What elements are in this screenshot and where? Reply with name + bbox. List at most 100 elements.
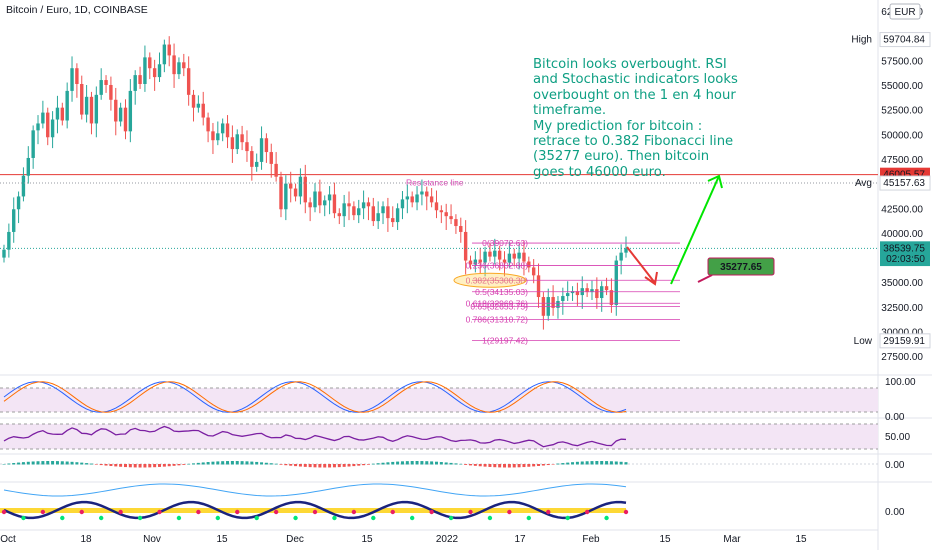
macd-bar <box>483 464 487 467</box>
candle-body <box>444 212 448 217</box>
candle-body <box>269 152 273 164</box>
y-tick-label: 30000.00 <box>881 328 923 339</box>
rsi-line <box>3 425 627 448</box>
macd-bar <box>571 462 575 465</box>
osc-dot <box>157 509 162 515</box>
macd-bar <box>381 462 385 465</box>
candle-body <box>162 44 167 65</box>
candle-body <box>531 267 536 276</box>
macd-bar <box>289 464 293 466</box>
candle-body <box>89 96 94 124</box>
macd-bar <box>619 461 623 465</box>
macd-bar <box>493 464 497 468</box>
candle-body <box>590 289 594 293</box>
osc-dot <box>371 515 376 521</box>
candle-body <box>366 202 371 207</box>
candle-body <box>604 286 609 291</box>
y-tick-label: 35000.00 <box>881 278 923 289</box>
candle-body <box>235 134 239 150</box>
price-tag-value: 38539.75 <box>883 243 925 254</box>
price-tag <box>880 241 930 256</box>
macd-bar <box>464 464 468 465</box>
macd-bar <box>459 463 463 465</box>
candle-body <box>493 250 497 257</box>
candle-body <box>400 199 405 209</box>
macd-bar <box>187 463 191 465</box>
currency-label: EUR <box>894 7 915 18</box>
macd-bar <box>99 464 103 466</box>
macd-bar <box>342 464 346 467</box>
macd-bar <box>318 464 322 468</box>
macd-bar <box>449 462 453 465</box>
candle-body <box>507 253 512 263</box>
candle-body <box>143 57 147 84</box>
macd-bar <box>172 464 176 466</box>
fib-level-label: 0.618(32969.76) <box>466 298 529 308</box>
x-tick-label: Mar <box>723 534 741 545</box>
macd-bar <box>405 461 409 465</box>
candle-body <box>429 196 434 203</box>
down-arrow-head <box>644 271 658 286</box>
candle-body <box>425 191 429 197</box>
macd-bar <box>51 461 55 465</box>
candle-body <box>483 251 487 263</box>
candle-body <box>454 219 458 227</box>
x-tick-label: 17 <box>514 534 526 545</box>
price-tag-value: 59704.84 <box>883 35 925 46</box>
macd-bar <box>575 461 579 465</box>
candle-body <box>12 209 16 232</box>
macd-bar <box>410 461 414 465</box>
candle-body <box>182 62 186 69</box>
macd-bar <box>527 464 531 467</box>
osc-dot <box>215 515 221 521</box>
osc-dot <box>584 509 590 515</box>
y-tick-label: 40000.00 <box>881 229 923 240</box>
x-tick-label: 15 <box>795 534 807 545</box>
price-tag-value: 29159.91 <box>883 336 925 347</box>
macd-bar <box>2 464 6 465</box>
macd-bar <box>522 464 526 468</box>
price-tag <box>880 252 930 267</box>
candle-body <box>240 134 244 143</box>
macd-bar <box>498 464 502 468</box>
resistance-label: Resistance line <box>406 178 464 188</box>
stoch-k-line <box>3 381 627 413</box>
candle-body <box>624 248 628 253</box>
stoch-d-line <box>3 381 627 413</box>
osc-yellow-band <box>0 508 626 513</box>
macd-bar <box>420 461 424 465</box>
candle-body <box>517 252 521 259</box>
rsi-level-50: 50.00 <box>885 432 910 443</box>
macd-bar <box>391 461 395 465</box>
macd-bar <box>119 464 123 467</box>
candle-body <box>342 203 346 217</box>
macd-bar <box>347 464 351 467</box>
candle-body <box>298 176 303 197</box>
osc-dot <box>98 515 104 521</box>
currency-badge <box>889 3 921 20</box>
macd-bar <box>85 463 89 465</box>
fib-level-label: 0.5(34135.03) <box>475 287 528 297</box>
candle-body <box>104 80 108 85</box>
price-tag-value: 02:03:50 <box>886 254 925 265</box>
macd-bar <box>230 461 234 465</box>
candle-body <box>21 175 26 197</box>
y-tick-label: 32500.00 <box>881 303 923 314</box>
osc-level: 0.00 <box>885 507 905 518</box>
macd-bar <box>158 464 161 467</box>
macd-bar <box>566 462 570 465</box>
price-tag-value: 46005.57 <box>883 170 925 181</box>
macd-bar <box>400 461 404 465</box>
macd-bar <box>138 464 142 468</box>
candle-body <box>172 55 176 75</box>
osc-dot <box>409 515 415 521</box>
fib-level-label: 0.786(31310.72) <box>466 315 529 325</box>
macd-bar <box>609 461 613 465</box>
x-tick-label: 15 <box>361 534 373 545</box>
stoch-level-0: 0.00 <box>885 412 905 423</box>
fib-highlight <box>453 272 527 288</box>
macd-bar <box>12 463 16 465</box>
fib-level-label: 0.382(35300.30) <box>466 275 529 285</box>
osc-dot <box>196 509 201 515</box>
